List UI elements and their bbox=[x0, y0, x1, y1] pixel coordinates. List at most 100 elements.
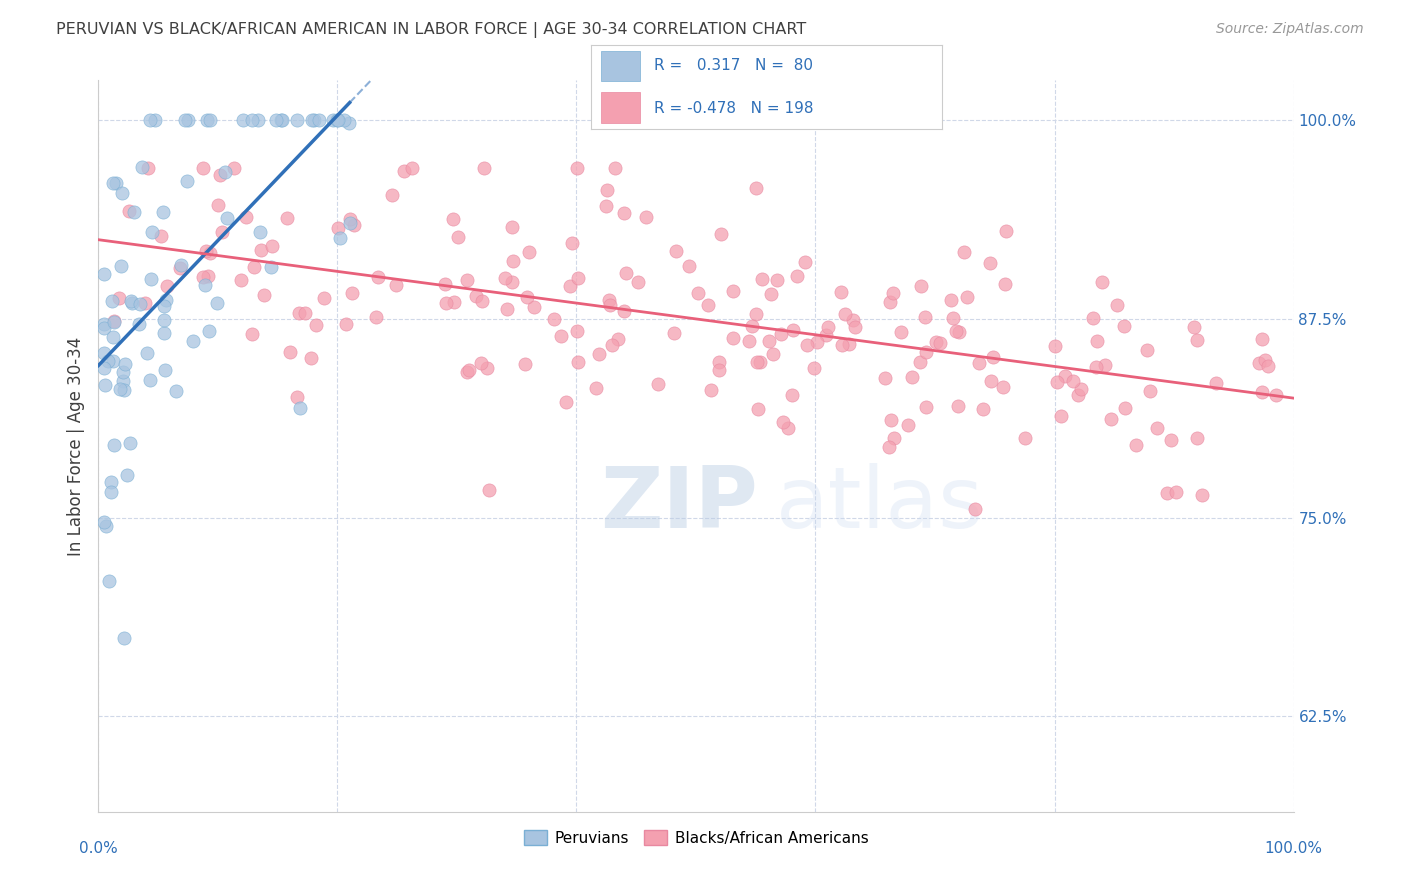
Point bbox=[93, 515, 115, 529]
Point bbox=[197, 324, 219, 338]
Point bbox=[758, 334, 780, 348]
Point bbox=[240, 327, 263, 342]
Point bbox=[392, 164, 415, 178]
Text: R = -0.478   N = 198: R = -0.478 N = 198 bbox=[654, 101, 813, 116]
Point bbox=[207, 198, 229, 212]
Point bbox=[501, 275, 523, 289]
Point bbox=[880, 413, 903, 427]
Point bbox=[967, 356, 990, 370]
Point bbox=[250, 243, 273, 257]
Point bbox=[139, 113, 162, 128]
Point bbox=[299, 351, 322, 366]
Point bbox=[98, 574, 121, 589]
Text: Source: ZipAtlas.com: Source: ZipAtlas.com bbox=[1216, 22, 1364, 37]
Legend: Peruvians, Blacks/African Americans: Peruvians, Blacks/African Americans bbox=[517, 823, 875, 852]
Point bbox=[156, 279, 179, 293]
Point bbox=[516, 290, 538, 304]
Point bbox=[697, 297, 720, 311]
Point bbox=[155, 293, 177, 308]
Point bbox=[456, 273, 478, 287]
Point bbox=[1251, 332, 1274, 346]
Point bbox=[1251, 384, 1274, 399]
Point bbox=[170, 258, 193, 272]
Point bbox=[108, 291, 131, 305]
Point bbox=[979, 256, 1001, 270]
Point bbox=[1185, 333, 1208, 347]
Point bbox=[465, 289, 488, 303]
Point bbox=[901, 370, 924, 384]
Point bbox=[103, 314, 125, 328]
Point bbox=[595, 199, 617, 213]
Point bbox=[1045, 339, 1067, 353]
Point bbox=[288, 306, 311, 320]
Point bbox=[103, 315, 125, 329]
Point bbox=[1046, 375, 1069, 389]
Point bbox=[197, 269, 219, 284]
Point bbox=[121, 296, 143, 310]
Point bbox=[994, 277, 1017, 292]
Point bbox=[558, 278, 581, 293]
Point bbox=[981, 350, 1004, 364]
Point bbox=[761, 287, 783, 301]
Point bbox=[723, 284, 745, 298]
Point bbox=[194, 277, 217, 292]
Point bbox=[104, 176, 127, 190]
Point bbox=[100, 484, 122, 499]
Point bbox=[108, 382, 131, 396]
Point bbox=[707, 355, 730, 369]
Point bbox=[890, 326, 912, 340]
Point bbox=[929, 335, 952, 350]
Point bbox=[128, 318, 150, 332]
Point bbox=[1185, 432, 1208, 446]
Point bbox=[993, 380, 1015, 394]
Point bbox=[745, 180, 768, 194]
Point bbox=[762, 346, 785, 360]
Point bbox=[636, 210, 658, 224]
Point bbox=[339, 216, 361, 230]
Point bbox=[114, 357, 136, 371]
Point bbox=[136, 161, 159, 175]
Point bbox=[384, 278, 406, 293]
Point bbox=[285, 390, 308, 404]
Point bbox=[963, 502, 986, 516]
Point bbox=[1156, 486, 1178, 500]
Point bbox=[249, 225, 271, 239]
Point bbox=[305, 318, 328, 332]
Point bbox=[477, 361, 499, 376]
Point bbox=[134, 296, 156, 310]
Point bbox=[502, 253, 524, 268]
Point bbox=[301, 113, 323, 128]
Point bbox=[150, 228, 173, 243]
Text: R =   0.317   N =  80: R = 0.317 N = 80 bbox=[654, 58, 813, 73]
Point bbox=[515, 358, 537, 372]
Point bbox=[565, 161, 588, 175]
Point bbox=[155, 363, 177, 377]
Point bbox=[814, 328, 837, 343]
Point bbox=[93, 320, 115, 334]
FancyBboxPatch shape bbox=[602, 92, 640, 122]
Point bbox=[264, 113, 287, 128]
Point bbox=[772, 415, 794, 429]
Point bbox=[915, 400, 938, 414]
Point bbox=[458, 363, 481, 377]
Text: ZIP: ZIP bbox=[600, 463, 758, 546]
Point bbox=[1105, 298, 1128, 312]
Point bbox=[294, 306, 316, 320]
Point bbox=[665, 244, 688, 259]
Point bbox=[1099, 411, 1122, 425]
Point bbox=[472, 161, 495, 175]
Point bbox=[93, 267, 115, 281]
Point bbox=[700, 383, 723, 397]
Point bbox=[751, 272, 773, 286]
Point bbox=[939, 293, 962, 308]
Point bbox=[561, 235, 583, 250]
Point bbox=[875, 370, 897, 384]
Point bbox=[287, 113, 309, 128]
Point bbox=[1160, 433, 1182, 447]
Point bbox=[786, 268, 808, 283]
Point bbox=[335, 317, 357, 331]
Point bbox=[143, 113, 166, 128]
Point bbox=[796, 338, 818, 352]
Point bbox=[181, 334, 204, 348]
Point bbox=[112, 374, 135, 388]
